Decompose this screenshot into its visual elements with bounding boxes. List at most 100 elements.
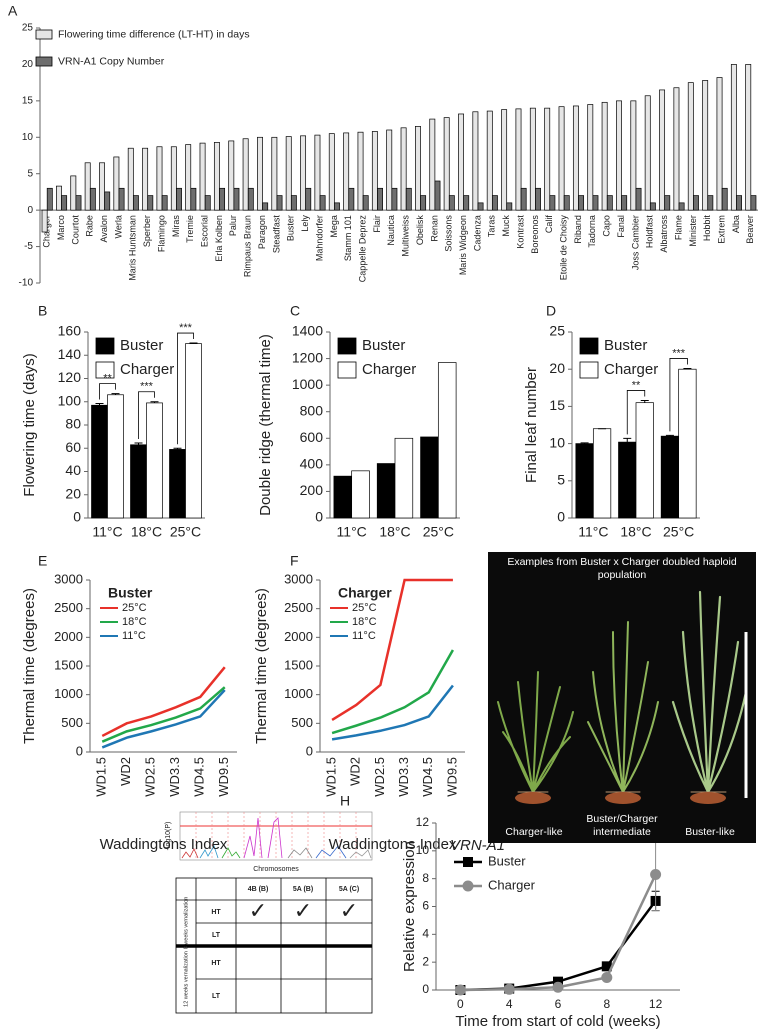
bar [333,475,353,519]
panel-letter: H [340,793,350,809]
y-tick-label: 2 [422,954,429,968]
x-tick-label: Flair [372,215,382,233]
bar [305,187,312,211]
error-bar [111,393,120,395]
bar [520,187,527,211]
photo-label: Charger-like [505,826,563,838]
marker [462,880,474,892]
gwas-x-label: Chromosomes [253,866,299,873]
bar [271,136,278,211]
x-tick-label: Kontrast [515,215,525,249]
significance-bracket [626,390,646,435]
x-tick-label: 25°C [663,524,694,540]
bar [89,187,96,211]
legend-title: Buster [108,585,153,601]
x-tick-label: Werla [113,215,123,238]
bar [61,195,68,211]
x-tick-label: Hobbit [702,215,712,242]
error-bar [173,447,182,450]
bar [420,436,439,519]
y-tick-label: 6 [422,899,429,913]
table-row-label: HT [211,909,221,916]
x-tick-label: Steadfast [271,215,281,254]
gwas-y-label: -log10(P) [165,822,172,851]
bar [276,195,283,211]
bar [41,209,48,233]
x-tick-label: Buster [286,215,296,241]
y-tick-label: 0 [422,982,429,996]
error-bar [95,402,104,406]
y-tick-label: 1000 [54,686,83,701]
y-tick-label: 1000 [292,376,323,392]
line [101,686,226,743]
bar [290,195,297,211]
y-tick-label: 0 [27,205,33,216]
bar [285,136,292,211]
x-tick-label: WD1.5 [324,757,339,797]
error-bar [134,442,143,445]
legend-label: 25°C [122,602,147,614]
y-tick-label: 3000 [284,571,313,586]
y-tick-label: 500 [291,715,313,730]
x-tick-label: Cappelle Deprez [357,215,367,283]
y-tick-label: 400 [300,456,324,472]
y-tick-label: -5 [24,241,33,252]
y-tick-label: 120 [58,369,82,385]
bar [142,147,149,211]
photo-panel: Examples from Buster x Charger doubled h… [488,552,756,843]
y-tick-label: 10 [22,132,34,143]
bar [515,108,522,211]
bar [130,444,147,519]
x-tick-label: WD3.3 [396,757,411,797]
y-tick-label: 160 [58,323,82,339]
x-tick-label: Extrem [716,215,726,244]
bar [415,126,421,211]
panel-letter: B [38,303,47,319]
x-tick-label: 18°C [620,524,651,540]
bar [578,195,585,211]
y-tick-label: 2000 [284,629,313,644]
legend-label: 11°C [122,630,146,642]
bar [146,402,163,519]
pot [690,792,726,804]
table-header: 4B (B) [248,886,269,893]
error-bar [640,399,649,403]
bar [544,107,551,211]
bar [185,144,192,211]
x-tick-label: WD2.5 [372,757,387,797]
bar [673,87,680,211]
y-tick-label: 0 [76,743,83,758]
panel-letter: C [290,303,300,319]
marker [454,984,466,996]
x-tick-label: Beaver [745,215,755,244]
y-tick-label: 100 [58,392,82,408]
bar [161,195,168,211]
x-tick-label: Miras [171,215,181,237]
bar [391,187,398,211]
legend-label: Charger [120,361,174,378]
bar [486,110,493,211]
bar [644,95,651,211]
bar [549,195,556,211]
y-tick-label: 0 [557,509,565,525]
y-tick-label: 15 [22,95,34,106]
error-bar [150,401,159,403]
x-tick-label: 25°C [170,524,201,540]
legend-label: Charger [604,361,658,378]
x-tick-label: Avalon [99,215,109,242]
x-tick-label: Minister [688,215,698,247]
x-tick-label: Sperber [142,215,152,247]
y-tick-label: 15 [549,397,565,413]
bar [104,191,111,211]
bar [529,107,536,211]
x-tick-label: Escorial [200,215,210,247]
bar [621,195,628,211]
table-header: 5A (C) [339,886,359,893]
y-tick-label: 1500 [284,657,313,672]
gwas-traces [181,817,372,859]
significance-bracket [177,332,194,445]
y-axis-label: Flowering time (days) [21,353,38,496]
y-tick-label: 60 [65,439,81,455]
panel-letter: D [546,303,556,319]
pot [605,792,641,804]
